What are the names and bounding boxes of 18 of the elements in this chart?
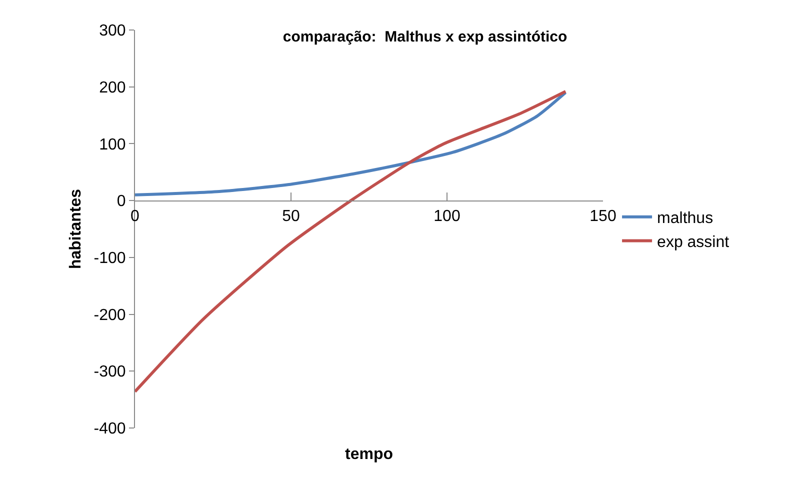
- y-tick-label: -200: [94, 306, 126, 324]
- y-tick-label: 100: [99, 136, 126, 154]
- y-tick-label: -300: [94, 364, 126, 381]
- y-tick-label: 300: [99, 22, 126, 40]
- x-tick-label: 150: [590, 208, 616, 225]
- chart-title: comparação: Malthus x exp assintótico: [282, 28, 568, 46]
- line-series: [135, 91, 568, 196]
- x-tick-label: 50: [282, 208, 300, 225]
- legend-label: malthus: [657, 210, 714, 228]
- x-axis-title: tempo: [345, 446, 394, 463]
- legend-label: exp assint: [657, 234, 730, 251]
- y-tick-label: 200: [99, 79, 126, 96]
- x-tick-label: 100: [434, 208, 460, 225]
- y-tick-label: -100: [94, 250, 126, 268]
- y-axis-title: habitantes: [68, 188, 85, 270]
- y-tick-label: -400: [94, 420, 126, 438]
- x-tick-label: 0: [130, 208, 140, 225]
- y-tick-label: 0: [116, 193, 126, 210]
